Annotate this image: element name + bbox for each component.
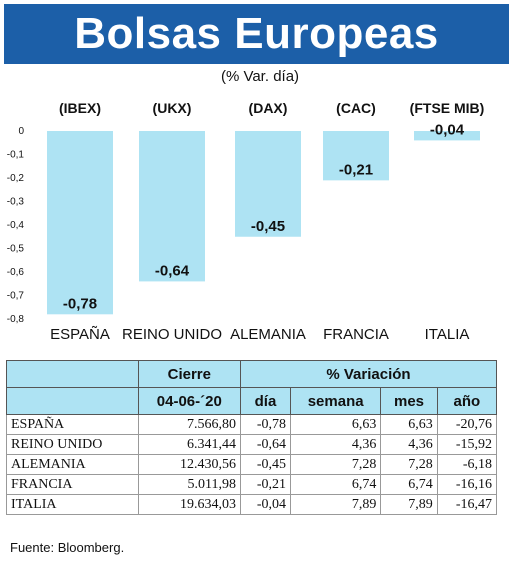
table-row: ITALIA 19.634,03 -0,04 7,89 7,89 -16,47 bbox=[6, 494, 498, 515]
cell-name: ESPAÑA bbox=[6, 414, 139, 435]
category-label: REINO UNIDO bbox=[122, 326, 222, 343]
bar-italia bbox=[414, 131, 480, 141]
y-tick-label: -0,7 bbox=[7, 291, 25, 302]
bar-alemania bbox=[235, 131, 301, 237]
cell-semana: 4,36 bbox=[289, 434, 382, 455]
cell-name: ALEMANIA bbox=[6, 454, 139, 475]
cell-cierre: 7.566,80 bbox=[137, 414, 241, 435]
bar-value-label: -0,04 bbox=[430, 121, 465, 138]
cell-semana: 6,63 bbox=[289, 414, 382, 435]
cell-mes: 4,36 bbox=[380, 434, 438, 455]
table-row: REINO UNIDO 6.341,44 -0,64 4,36 4,36 -15,92 bbox=[6, 434, 498, 455]
index-label: (CAC) bbox=[336, 100, 376, 116]
category-label: FRANCIA bbox=[323, 326, 389, 343]
bar-reino-unido bbox=[139, 131, 205, 282]
y-tick-label: -0,1 bbox=[7, 150, 25, 161]
cell-ano: -15,92 bbox=[436, 434, 498, 455]
table-subheader-row: 04-06-´20 día semana mes año bbox=[6, 387, 498, 415]
cell-ano: -6,18 bbox=[436, 454, 498, 475]
y-tick-label: -0,2 bbox=[7, 173, 25, 184]
bar-value-label: -0,45 bbox=[251, 218, 285, 235]
col-ano: año bbox=[436, 387, 498, 415]
bar-españa bbox=[47, 131, 113, 315]
cell-name: REINO UNIDO bbox=[6, 434, 139, 455]
index-label: (IBEX) bbox=[59, 100, 101, 116]
cell-dia: -0,21 bbox=[239, 474, 292, 495]
bar-value-label: -0,78 bbox=[63, 295, 97, 312]
cell-semana: 7,89 bbox=[289, 494, 382, 515]
variacion-header: % Variación bbox=[239, 360, 498, 388]
cell-dia: -0,04 bbox=[239, 494, 292, 515]
y-tick-label: -0,3 bbox=[7, 197, 25, 208]
bar-value-label: -0,64 bbox=[155, 262, 190, 279]
source-note: Fuente: Bloomberg. bbox=[10, 540, 125, 555]
cell-mes: 7,89 bbox=[380, 494, 438, 515]
bars: -0,78 (IBEX) ESPAÑA -0,64 (UKX) REINO UNIDO -0… bbox=[47, 100, 484, 343]
cell-cierre: 12.430,56 bbox=[137, 454, 241, 475]
quotes-table: Cierre % Variación 04-06-´20 día semana … bbox=[6, 360, 498, 515]
table-row: ESPAÑA 7.566,80 -0,78 6,63 6,63 -20,76 bbox=[6, 414, 498, 435]
cell-mes: 6,74 bbox=[380, 474, 438, 495]
cell-name: FRANCIA bbox=[6, 474, 139, 495]
blank-header bbox=[6, 360, 139, 388]
cell-semana: 6,74 bbox=[289, 474, 382, 495]
title-banner: Bolsas Europeas bbox=[4, 4, 509, 64]
cell-ano: -16,16 bbox=[436, 474, 498, 495]
bar-chart: 0 -0,1 -0,2 -0,3 -0,4 -0,5 -0,6 -0,7 -0,8 -0,78 (… bbox=[7, 100, 485, 343]
cell-semana: 7,28 bbox=[289, 454, 382, 475]
category-label: ESPAÑA bbox=[50, 326, 110, 343]
cell-ano: -16,47 bbox=[436, 494, 498, 515]
date-header: 04-06-´20 bbox=[137, 387, 241, 415]
cell-name: ITALIA bbox=[6, 494, 139, 515]
cell-ano: -20,76 bbox=[436, 414, 498, 435]
cell-cierre: 19.634,03 bbox=[137, 494, 241, 515]
category-label: ITALIA bbox=[425, 326, 470, 343]
col-mes: mes bbox=[380, 387, 438, 415]
index-label: (FTSE MIB) bbox=[410, 100, 485, 116]
col-dia: día bbox=[239, 387, 292, 415]
page-title: Bolsas Europeas bbox=[74, 9, 439, 58]
bar-francia bbox=[323, 131, 389, 181]
y-tick-label: -0,5 bbox=[7, 244, 25, 255]
cell-mes: 6,63 bbox=[380, 414, 438, 435]
col-semana: semana bbox=[289, 387, 382, 415]
cell-mes: 7,28 bbox=[380, 454, 438, 475]
y-tick-label: 0 bbox=[18, 126, 24, 137]
index-label: (UKX) bbox=[153, 100, 192, 116]
cell-dia: -0,78 bbox=[239, 414, 292, 435]
y-tick-label: -0,4 bbox=[7, 220, 25, 231]
table-header-row: Cierre % Variación bbox=[6, 360, 498, 388]
cell-cierre: 5.011,98 bbox=[137, 474, 241, 495]
category-label: ALEMANIA bbox=[230, 326, 306, 343]
y-tick-label: -0,6 bbox=[7, 267, 25, 278]
cell-cierre: 6.341,44 bbox=[137, 434, 241, 455]
y-tick-label: -0,8 bbox=[7, 314, 25, 325]
cell-dia: -0,45 bbox=[239, 454, 292, 475]
cierre-header: Cierre bbox=[137, 360, 241, 388]
blank-subheader bbox=[6, 387, 139, 415]
table-body: ESPAÑA 7.566,80 -0,78 6,63 6,63 -20,76 REINO U… bbox=[6, 414, 498, 515]
bar-value-label: -0,21 bbox=[339, 161, 373, 178]
table-row: FRANCIA 5.011,98 -0,21 6,74 6,74 -16,16 bbox=[6, 474, 498, 495]
table-row: ALEMANIA 12.430,56 -0,45 7,28 7,28 -6,18 bbox=[6, 454, 498, 475]
y-axis: 0 -0,1 -0,2 -0,3 -0,4 -0,5 -0,6 -0,7 -0,8 bbox=[7, 126, 25, 325]
chart-subtitle: (% Var. día) bbox=[220, 68, 300, 85]
index-label: (DAX) bbox=[249, 100, 288, 116]
cell-dia: -0,64 bbox=[239, 434, 292, 455]
